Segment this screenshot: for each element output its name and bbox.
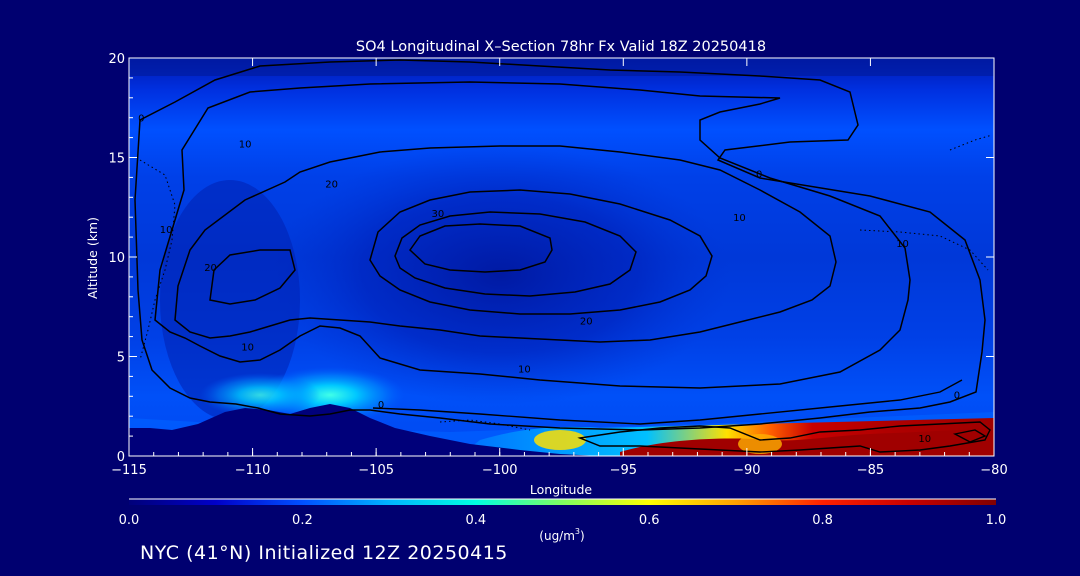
colorbar-tick-label: 0.4	[465, 513, 486, 528]
y-tick-label: 20	[108, 52, 125, 67]
contour-50	[409, 223, 553, 273]
contour-10-low	[372, 379, 963, 425]
x-tick-label: −110	[235, 463, 271, 478]
footer-caption: NYC (41°N) Initialized 12Z 20250415	[140, 542, 508, 564]
contour-20	[174, 145, 837, 343]
contour-label: 10	[733, 213, 746, 224]
x-tick-label: −105	[358, 463, 394, 478]
colorbar-unit-base: (ug/m	[539, 529, 575, 543]
contour-label: 0	[138, 114, 144, 125]
contour-label: 20	[580, 317, 593, 328]
contour-surface-max	[577, 421, 991, 453]
plot-area: 0 10 20 30 10 20 10 20 10 0 0 10 10 0 10	[129, 58, 994, 456]
colorbar-unit-exponent: 3	[575, 527, 580, 536]
chart-title: SO4 Longitudinal X–Section 78hr Fx Valid…	[356, 39, 766, 55]
contour-label: 10	[241, 343, 254, 354]
surface-yellow-1	[534, 430, 586, 450]
y-tick-label: 0	[117, 450, 125, 465]
x-tick-label: −80	[980, 463, 1007, 478]
west-low-band	[160, 180, 300, 420]
colorbar-tick-label: 0.8	[812, 513, 833, 528]
contour-40	[394, 211, 637, 297]
plume-cyan-2	[200, 373, 320, 417]
x-axis-label: Longitude	[530, 482, 592, 497]
contour-label: 20	[204, 263, 217, 274]
contour-label-layer: 0 10 20 30 10 20 10 20 10 0 0 10 10 0 10	[138, 114, 960, 445]
contour-label: 10	[918, 434, 931, 445]
contour-east-small	[952, 429, 987, 443]
contour-label: 30	[432, 209, 445, 220]
contour-30	[369, 189, 713, 315]
contour-0	[134, 59, 986, 431]
contour-label: 10	[160, 225, 173, 236]
colorbar-ticks: 0.0 0.2 0.4 0.6 0.8 1.0	[119, 498, 1007, 528]
colorbar-tick-label: 1.0	[986, 513, 1007, 528]
contour-label: 0	[378, 400, 384, 411]
contour-label: 0	[756, 169, 762, 180]
y-axis: 0 5 10 15 20	[108, 52, 994, 465]
contour-20b	[209, 249, 296, 305]
x-tick-label: −85	[857, 463, 884, 478]
terrain	[129, 404, 600, 456]
contour-label: 10	[896, 239, 909, 250]
dotted-contours	[139, 134, 993, 431]
contour-label: 0	[954, 390, 960, 401]
colorbar	[129, 499, 996, 505]
y-axis-label: Altitude (km)	[85, 217, 100, 299]
colorbar-tick-label: 0.6	[639, 513, 660, 528]
y-tick-label: 10	[108, 251, 125, 266]
contour-label: 20	[325, 179, 338, 190]
x-tick-label: −115	[111, 463, 147, 478]
colorbar-unit-close: )	[580, 529, 585, 543]
mid-level-minimum	[270, 145, 730, 405]
contour-label: 10	[518, 364, 531, 375]
y-tick-label: 5	[117, 351, 125, 366]
contour-lines	[134, 59, 991, 453]
x-axis: −115 −110 −105 −100 −95 −90 −85 −80	[111, 58, 1008, 478]
colorbar-tick-label: 0.0	[119, 513, 140, 528]
colorbar-unit-label: (ug/m3)	[539, 527, 584, 543]
contour-10	[154, 81, 911, 389]
colorbar-tick-label: 0.2	[292, 513, 313, 528]
x-tick-label: −95	[610, 463, 637, 478]
x-tick-label: −100	[482, 463, 518, 478]
y-tick-label: 15	[108, 152, 125, 167]
contour-label: 10	[239, 140, 252, 151]
x-tick-label: −90	[733, 463, 760, 478]
